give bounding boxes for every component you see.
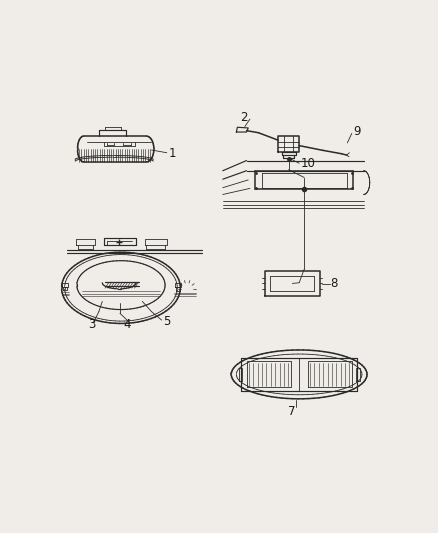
Text: 4: 4 [124,318,131,330]
Text: 1: 1 [169,147,176,159]
Text: 2: 2 [240,110,248,124]
Text: 5: 5 [162,316,170,328]
Text: 8: 8 [331,277,338,290]
Text: 9: 9 [353,125,360,138]
Text: 7: 7 [288,405,296,417]
Text: 3: 3 [88,318,95,330]
Text: 10: 10 [300,157,315,171]
